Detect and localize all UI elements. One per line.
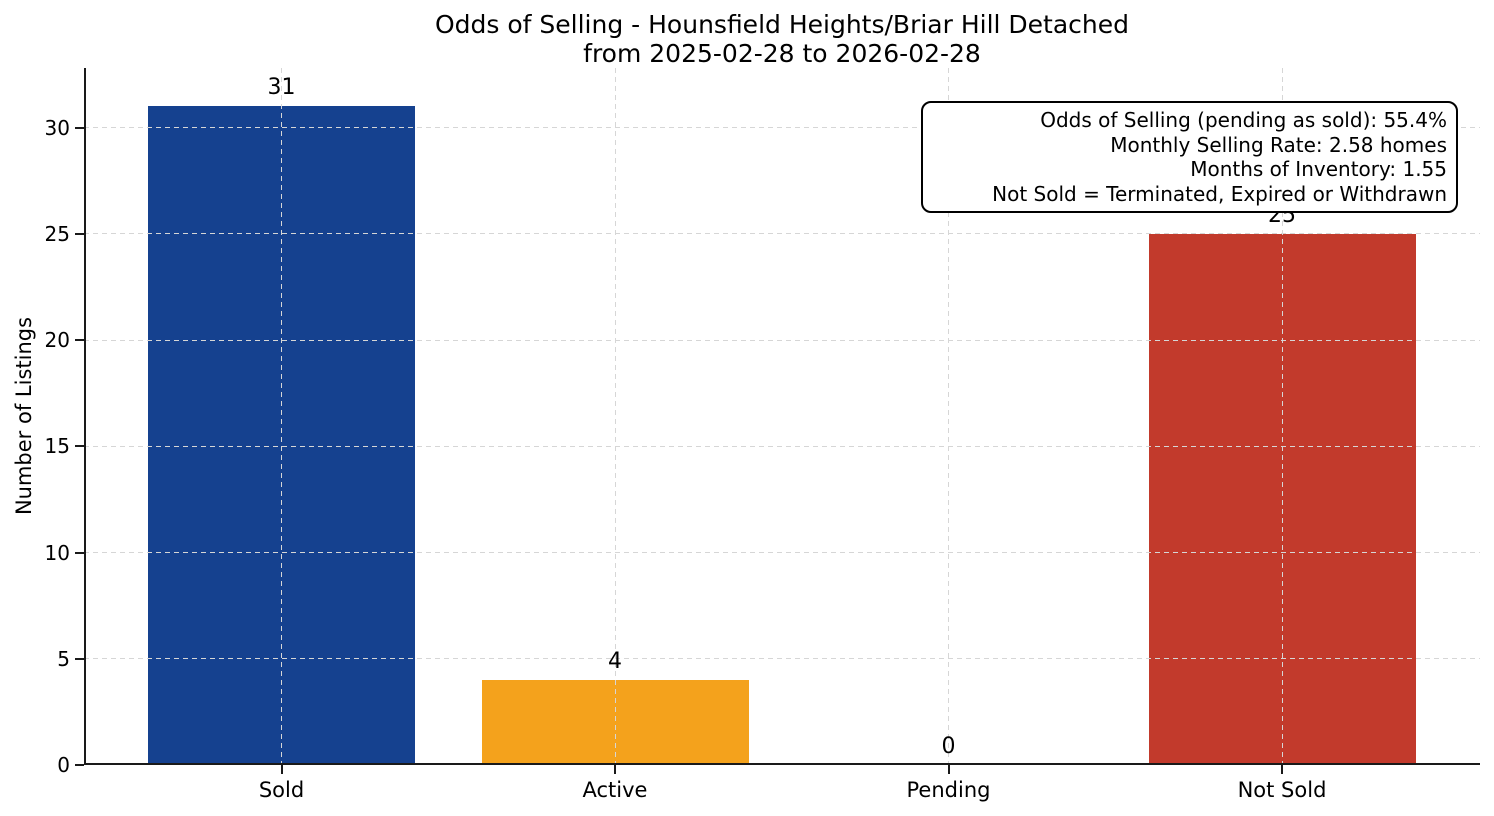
x-tick-mark-not-sold	[1281, 765, 1283, 774]
y-tick-label-30: 30	[44, 115, 70, 140]
x-tick-label-sold: Sold	[258, 778, 305, 802]
v-gridline-sold	[281, 68, 282, 765]
x-tick-mark-sold	[280, 765, 283, 774]
y-tick-mark-0	[75, 764, 84, 766]
stats-annotation-box: Odds of Selling (pending as sold): 55.4%…	[921, 101, 1458, 213]
y-tick-label-5: 5	[57, 646, 70, 671]
annotation-monthly-selling-rate: Monthly Selling Rate: 2.58 homes	[1110, 132, 1447, 157]
chart-title-line2: from 2025-02-28 to 2026-02-28	[583, 39, 981, 68]
h-gridline-10	[84, 552, 1480, 553]
h-gridline-30	[84, 127, 1480, 128]
x-tick-label-active: Active	[582, 778, 648, 802]
plot-area: 0 5 10 15 20 25 30 31 Sold 4 Active 0 Pending 25 Not S…	[45, 68, 1480, 802]
bar-value-label-sold: 31	[267, 75, 296, 101]
x-tick-label-pending: Pending	[906, 778, 991, 802]
y-tick-mark-20	[75, 339, 84, 341]
bar-value-label-active: 4	[608, 649, 622, 674]
y-tick-mark-25	[75, 232, 84, 235]
chart-title: Odds of Selling - Hounsfield Heights/Bri…	[84, 10, 1480, 68]
y-tick-label-0: 0	[57, 753, 70, 777]
y-tick-label-25: 25	[44, 221, 70, 246]
x-axis-spine	[84, 763, 1480, 765]
annotation-months-of-inventory: Months of Inventory: 1.55	[1190, 157, 1447, 181]
y-axis-spine	[84, 68, 86, 765]
x-tick-mark-active	[614, 765, 616, 774]
h-gridline-25	[84, 233, 1480, 235]
bar-value-label-pending: 0	[941, 734, 956, 759]
y-tick-mark-30	[75, 126, 84, 129]
annotation-odds-of-selling: Odds of Selling (pending as sold): 55.4%	[1040, 108, 1447, 132]
chart-title-line1: Odds of Selling - Hounsfield Heights/Bri…	[434, 10, 1130, 39]
y-tick-label-10: 10	[44, 540, 70, 565]
y-tick-mark-10	[75, 551, 84, 554]
annotation-not-sold-definition: Not Sold = Terminated, Expired or Withdr…	[992, 181, 1447, 206]
h-gridline-5	[84, 658, 1480, 660]
y-tick-label-20: 20	[44, 328, 70, 352]
v-gridline-pending	[948, 68, 949, 765]
x-tick-mark-pending	[947, 765, 950, 774]
v-gridline-active	[614, 68, 616, 765]
h-gridline-20	[84, 339, 1480, 341]
h-gridline-15	[84, 445, 1480, 447]
x-tick-label-not-sold: Not Sold	[1237, 778, 1327, 802]
v-gridline-not-sold	[1281, 68, 1283, 765]
y-tick-mark-5	[75, 657, 84, 660]
y-tick-label-15: 15	[44, 434, 70, 459]
y-tick-mark-15	[75, 445, 84, 448]
